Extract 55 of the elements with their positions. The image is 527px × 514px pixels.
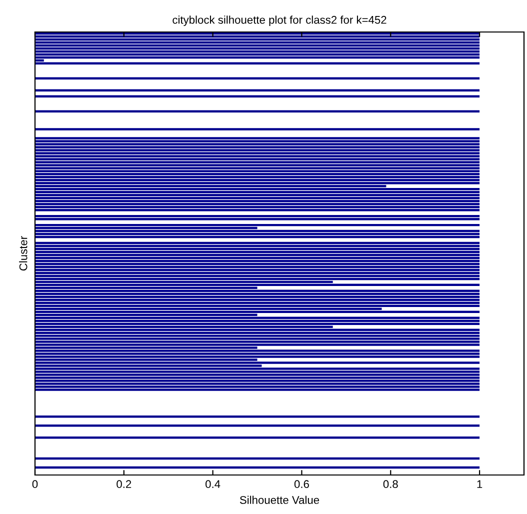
x-tick-label: 0.2 — [116, 480, 132, 488]
chart-title: cityblock silhouette plot for class2 for k=452 — [172, 16, 386, 26]
bar — [35, 376, 480, 379]
bar — [35, 382, 480, 385]
bar — [35, 362, 480, 364]
bar — [35, 316, 480, 319]
bar — [35, 350, 480, 352]
bar — [35, 194, 480, 196]
bar — [35, 188, 480, 190]
bar — [35, 170, 480, 172]
x-tick-label: 0 — [32, 480, 38, 488]
bar — [35, 320, 480, 322]
bar — [35, 89, 480, 92]
bar — [35, 191, 480, 194]
bar — [35, 164, 480, 166]
y-axis-title: Cluster — [19, 236, 28, 271]
bar — [35, 388, 480, 391]
bar — [35, 158, 480, 160]
bar — [35, 140, 480, 142]
bar — [35, 128, 480, 130]
bar — [35, 152, 480, 154]
bar — [35, 332, 480, 334]
x-tick-label: 1 — [477, 480, 482, 488]
bar — [35, 380, 480, 382]
x-tick-label: 0.8 — [383, 480, 398, 488]
bar — [35, 416, 480, 418]
bar — [35, 167, 480, 170]
bar — [35, 155, 480, 158]
bar — [35, 182, 480, 184]
bar — [35, 386, 480, 388]
bar — [35, 173, 480, 176]
bar — [35, 137, 480, 140]
bar — [35, 95, 480, 98]
bar — [35, 143, 480, 146]
bar — [35, 352, 480, 355]
bar — [35, 374, 480, 376]
bar — [35, 179, 480, 182]
bar — [35, 328, 480, 331]
bar — [35, 340, 480, 343]
bar — [35, 338, 480, 340]
bar — [35, 149, 480, 152]
bar — [35, 356, 480, 358]
x-tick-label: 0.4 — [206, 480, 220, 488]
bar — [35, 176, 480, 178]
bar — [35, 146, 480, 148]
bar — [35, 161, 480, 164]
x-tick-label: 0.6 — [294, 480, 309, 488]
bar — [35, 322, 480, 325]
bar — [35, 344, 480, 346]
bar — [35, 334, 480, 337]
bar — [35, 370, 480, 373]
bar — [35, 368, 480, 370]
x-axis-title: Silhouette Value — [240, 496, 320, 504]
bar — [35, 310, 480, 313]
bar — [35, 110, 480, 112]
